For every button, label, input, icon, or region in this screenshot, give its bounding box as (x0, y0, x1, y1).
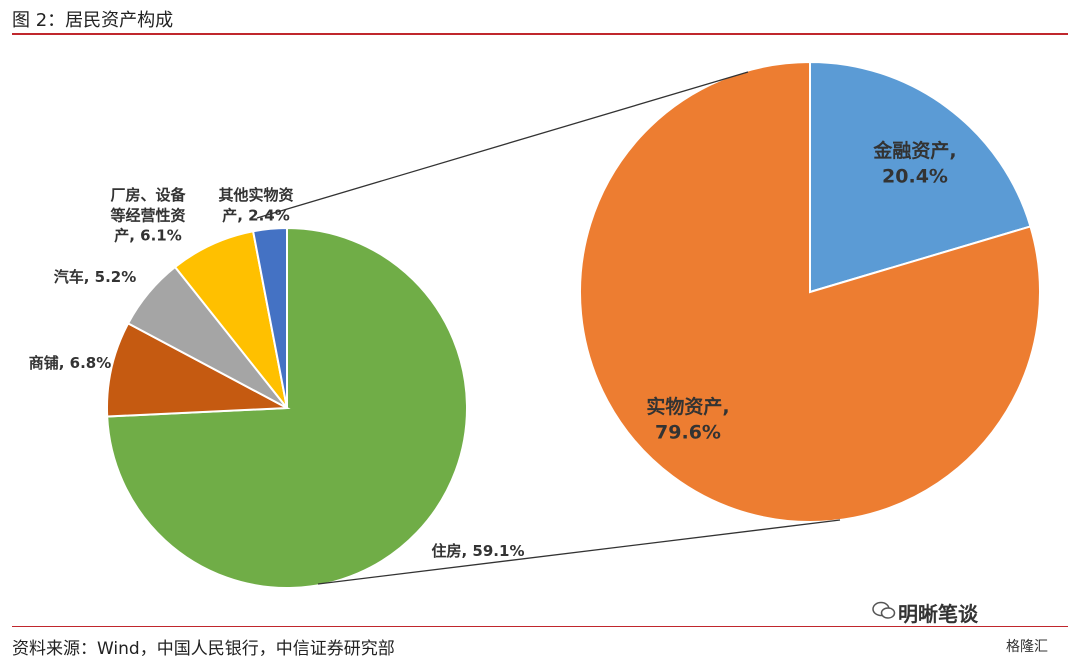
label-financial-assets: 金融资产, 20.4% (872, 139, 956, 188)
label-shops-line: 商铺, 6.8% (29, 354, 112, 372)
wechat-icon (872, 601, 896, 619)
label-business-assets-line: 等经营性资 (110, 206, 185, 224)
label-business-assets: 厂房、设备等经营性资产, 6.1% (110, 186, 186, 245)
connector-line-top (256, 71, 749, 219)
small-pie (106, 226, 468, 589)
label-business-assets-line: 产, 6.1% (114, 227, 182, 245)
label-other-physical-line: 其他实物资 (218, 186, 293, 204)
label-business-assets-line: 厂房、设备 (110, 186, 186, 204)
label-housing-line: 住房, 59.1% (432, 542, 525, 560)
label-vehicles-line: 汽车, 5.2% (54, 268, 137, 286)
figure-title: 图 2：居民资产构成 (12, 10, 174, 31)
label-financial-assets-line: 20.4% (882, 166, 948, 188)
label-other-physical-line: 产, 2.4% (222, 206, 290, 224)
slice-financial-assets (809, 60, 1032, 294)
label-other-physical: 其他实物资产, 2.4% (218, 186, 293, 224)
connector-line-bottom (317, 519, 841, 585)
source-note: 资料来源：Wind，中国人民银行，中信证券研究部 (12, 639, 395, 659)
label-physical-assets-line: 实物资产, (646, 395, 729, 418)
label-financial-assets-line: 金融资产, (872, 139, 956, 162)
slice-physical-assets (579, 60, 1041, 523)
bottom-divider (12, 626, 1068, 627)
watermark-text: 格隆汇 (1006, 639, 1048, 655)
label-vehicles: 汽车, 5.2% (54, 268, 137, 286)
top-divider (12, 33, 1068, 35)
small-pie-labels: 住房, 59.1% 商铺, 6.8% 汽车, 5.2% 厂房、设备等经营性资产, 6.… (29, 186, 525, 560)
slice-shops (106, 322, 291, 418)
label-housing: 住房, 59.1% (432, 542, 525, 560)
slice-other-physical (251, 226, 288, 409)
connector-lines (256, 71, 841, 585)
label-physical-assets-line: 79.6% (655, 422, 721, 444)
label-shops: 商铺, 6.8% (29, 354, 112, 372)
big-pie (579, 60, 1041, 523)
big-pie-labels: 金融资产, 20.4% 实物资产, 79.6% (646, 139, 956, 444)
label-physical-assets: 实物资产, 79.6% (646, 395, 729, 444)
brand-name: 明晰笔谈 (898, 602, 978, 626)
